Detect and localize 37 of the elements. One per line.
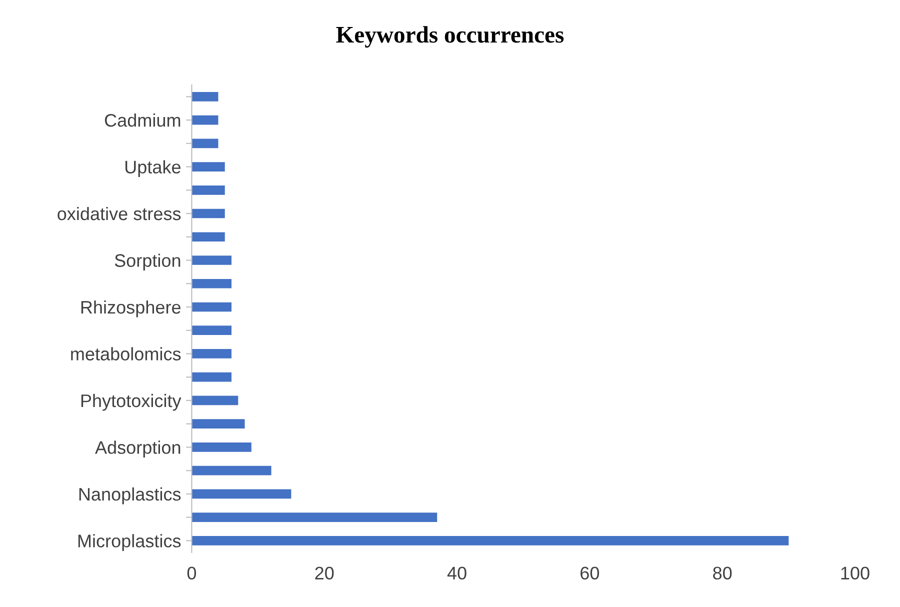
- y-tick-label: metabolomics: [71, 347, 181, 360]
- y-tick-label: Uptake: [125, 160, 180, 178]
- bar: [192, 232, 225, 242]
- bar: [192, 442, 252, 452]
- y-tick-label: Sorption: [114, 254, 180, 271]
- bar: [192, 326, 232, 336]
- y-tick-label: Nanoplastics: [79, 487, 181, 504]
- bar: [192, 278, 232, 288]
- bar: [192, 372, 232, 382]
- bar: [192, 185, 225, 195]
- bar: [192, 162, 225, 172]
- bar: [192, 489, 292, 499]
- bar: [192, 92, 218, 102]
- y-tick-label: Rhizosphere: [81, 300, 180, 318]
- bar: [192, 466, 272, 476]
- bar: [192, 536, 789, 546]
- bar: [192, 349, 232, 358]
- x-tick-label: 60: [580, 566, 600, 580]
- bar: [192, 396, 238, 406]
- x-tick-label: 0: [187, 566, 196, 580]
- y-tick-label: oxidative stress: [58, 206, 181, 220]
- y-tick-label: Adsorption: [95, 440, 180, 458]
- y-tick-label: Cadmium: [104, 113, 180, 127]
- x-tick-label: 100: [841, 566, 870, 580]
- bar: [192, 208, 225, 218]
- x-tick-label: 20: [315, 566, 334, 580]
- bar: [192, 138, 218, 148]
- x-tick-label: 40: [447, 566, 466, 580]
- bar: [192, 115, 218, 125]
- bar: [192, 512, 438, 522]
- y-tick-label: Microplastics: [78, 534, 181, 551]
- bar: [192, 419, 245, 429]
- bar: [192, 302, 232, 312]
- chart-title: Keywords occurrences: [336, 26, 564, 48]
- y-tick-label: Phytotoxicity: [81, 394, 182, 411]
- x-tick-label: 80: [713, 566, 732, 580]
- bar: [192, 256, 232, 265]
